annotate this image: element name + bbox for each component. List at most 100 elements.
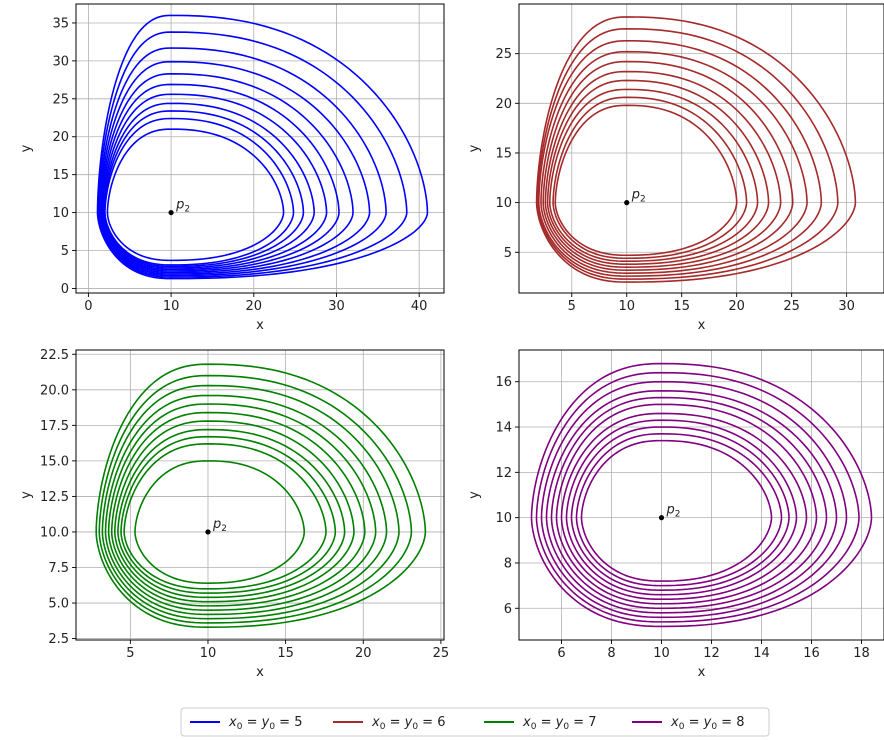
orbit-curve [98,47,387,277]
y-tick-label: 5 [504,246,512,261]
y-tick-label: 12.5 [40,490,69,505]
orbit-curve [106,128,285,262]
x-tick-label: 30 [328,299,345,314]
orbit-curve [536,28,839,280]
y-tick-label: 22.5 [40,348,69,363]
legend-text-part: = [717,715,736,730]
x-axis-label: x [256,665,264,680]
orbit-curve [134,460,306,584]
orbit-curve [555,403,818,605]
y-tick-label: 2.5 [48,632,69,647]
orbit-curve [548,88,759,263]
equilibrium-sub: 2 [640,195,646,205]
legend-text-part: 0 [531,722,537,732]
equilibrium-label: p2 [212,517,227,534]
orbit-curve [535,16,857,283]
orbit-curve [96,14,429,280]
legend-text-part: y [555,715,564,730]
orbit-curve [98,374,413,624]
x-tick-label: 6 [557,646,565,661]
orbit-curve [117,428,346,599]
series-curves [96,14,429,280]
series-curves [535,16,857,283]
x-tick-label: 40 [411,299,428,314]
legend-label-5: x0 = y0 = 5 [228,715,303,732]
orbit-curve [580,439,773,582]
x-tick-label: 5 [126,646,134,661]
orbit-curve [565,419,798,596]
orbit-curve [99,60,371,275]
x-tick-label: 30 [838,299,855,314]
equilibrium-sub: 2 [221,524,227,534]
y-tick-label: 15 [52,168,69,183]
legend-box [180,707,770,737]
x-tick-label: 0 [84,299,92,314]
legend-text-part: = [275,715,294,730]
equilibrium-label: p2 [666,503,681,520]
y-tick-label: 10.0 [40,525,69,540]
orbit-curve [530,362,873,628]
x-tick-label: 10 [618,299,635,314]
orbit-curve [550,396,828,610]
orbit-curve [102,102,315,269]
y-tick-label: 16 [495,375,512,390]
legend-text-part: y [404,715,413,730]
y-tick-label: 15 [495,146,512,161]
legend-text-part: 8 [736,715,744,730]
x-tick-label: 10 [653,646,670,661]
y-axis-label: y [467,491,482,499]
equilibrium-point [624,200,630,206]
y-tick-label: 10 [495,511,512,526]
legend-text-part: 0 [679,722,685,732]
subplot-3: p2 5 10 15 20 25 2.5 5.0 7.5 10.0 12.5 15.0 17.5 20.0… [19,348,449,680]
y-tick-label: 20 [52,130,69,145]
y-tick-label: 20.0 [40,383,69,398]
orbit-curve [110,411,366,607]
orbit-curve [95,363,427,629]
x-tick-label: 15 [277,646,294,661]
orbit-curve [123,443,327,590]
axes-frame [518,349,884,641]
orbit-curve [546,79,770,266]
x-tick-label: 18 [853,646,870,661]
legend-text-part: = [242,715,261,730]
y-tick-label: 17.5 [40,419,69,434]
orbit-curve [542,60,794,271]
legend-text-part: = [684,715,703,730]
subplot-4: p2 6 8 10 12 14 16 18 6 8 10 12 14 16 x y [467,349,884,680]
orbit-curve [97,31,408,278]
y-tick-label: 30 [52,54,69,69]
legend-text-part: y [703,715,712,730]
axes-frame [75,3,445,294]
orbit-curve [100,72,354,274]
legend-text-part: 5 [294,715,302,730]
y-axis-label: y [19,144,34,152]
x-axis-label: x [698,665,706,680]
orbit-curve [575,433,783,587]
y-tick-label: 35 [52,16,69,31]
legend-text-part: x [228,715,237,730]
series-curves [95,363,427,629]
legend-label-7: x0 = y0 = 7 [522,715,597,732]
legend-text-part: 7 [588,715,596,730]
equilibrium-label: p2 [175,198,190,215]
x-tick-label: 15 [673,299,690,314]
legend-text-part: 0 [412,722,418,732]
orbit-curve [100,83,340,272]
y-tick-label: 25 [495,47,512,62]
y-tick-label: 10 [52,206,69,221]
equilibrium-point [205,529,211,535]
y-tick-label: 25 [52,92,69,107]
x-tick-label: 25 [783,299,800,314]
legend-text-part: 0 [237,722,243,732]
y-tick-label: 20 [495,97,512,112]
equilibrium-sub: 2 [184,205,190,215]
legend-text-part: = [418,715,437,730]
orbit-curve [114,420,355,603]
orbit-curve [540,50,808,274]
x-tick-label: 20 [728,299,745,314]
orbit-curve [107,403,377,611]
y-tick-label: 0 [61,282,69,297]
equilibrium-point [658,515,665,521]
x-axis-label: x [698,318,706,333]
